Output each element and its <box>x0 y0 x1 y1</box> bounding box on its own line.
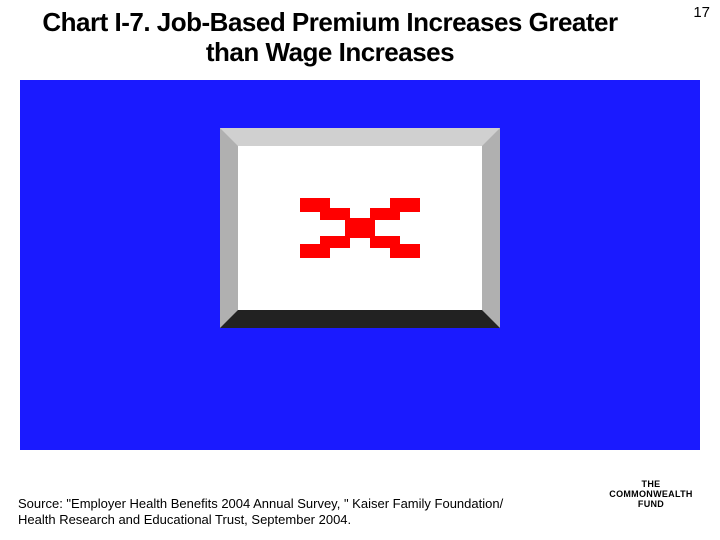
commonwealth-fund-logo: THE COMMONWEALTH FUND <box>596 480 706 510</box>
slide: Chart I-7. Job-Based Premium Increases G… <box>0 0 720 540</box>
fund-line-3: FUND <box>596 500 706 510</box>
source-citation: Source: "Employer Health Benefits 2004 A… <box>18 496 538 529</box>
chart-title: Chart I-7. Job-Based Premium Increases G… <box>30 8 630 68</box>
broken-image-icon <box>290 188 430 268</box>
page-number: 17 <box>693 4 710 21</box>
placeholder-frame <box>220 128 500 328</box>
missing-image-placeholder <box>220 128 500 328</box>
